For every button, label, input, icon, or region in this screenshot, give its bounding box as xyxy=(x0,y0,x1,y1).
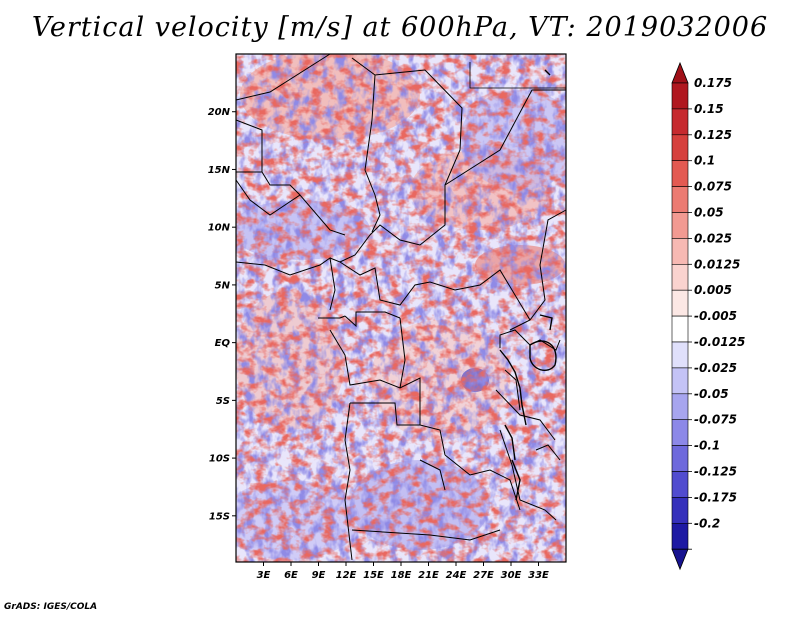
grads-credit: GrADS: IGES/COLA xyxy=(4,602,98,612)
lat-tick-label: 10N xyxy=(208,223,231,234)
colorbar-label: 0.1 xyxy=(694,154,715,168)
lon-tick-label: 27E xyxy=(473,570,494,581)
colorbar-swatch xyxy=(671,393,689,420)
country-borders xyxy=(235,53,567,561)
lon-tick-label: 21E xyxy=(418,570,439,581)
colorbar-label: 0.175 xyxy=(694,76,732,90)
colorbar-min-triangle xyxy=(671,548,689,571)
lon-tick-label: 3E xyxy=(257,570,271,581)
lon-tick-label: 33E xyxy=(528,570,549,581)
colorbar-label: -0.0125 xyxy=(694,335,745,349)
colorbar-label: 0.125 xyxy=(694,128,732,142)
colorbar-label: 0.0125 xyxy=(694,257,740,271)
colorbar-swatch xyxy=(671,160,689,187)
lon-tick-label: 6E xyxy=(284,570,298,581)
colorbar-label: -0.075 xyxy=(694,413,737,427)
colorbar-swatch xyxy=(671,82,689,110)
colorbar-swatch xyxy=(671,367,689,395)
colorbar-label: 0.15 xyxy=(694,102,724,116)
colorbar-label: 0.075 xyxy=(694,180,732,194)
lon-tick-label: 24E xyxy=(446,570,467,581)
colorbar-swatch xyxy=(671,315,689,343)
colorbar-label: 0.025 xyxy=(694,231,732,245)
velocity-field xyxy=(236,54,566,562)
lon-tick-label: 9E xyxy=(312,570,326,581)
lat-tick-label: 15N xyxy=(208,165,231,176)
colorbar-label: -0.2 xyxy=(694,516,720,530)
colorbar-swatch xyxy=(671,134,689,162)
colorbar-swatch xyxy=(671,341,689,369)
lon-tick-label: 30E xyxy=(501,570,522,581)
colorbar-swatch xyxy=(671,238,689,265)
colorbar-label: -0.025 xyxy=(694,361,737,375)
lat-tick-label: EQ xyxy=(215,338,231,349)
colorbar-max-triangle xyxy=(671,61,689,84)
lon-tick-label: 12E xyxy=(336,570,357,581)
colorbar-label: -0.005 xyxy=(694,309,737,323)
colorbar-swatch xyxy=(671,212,689,239)
colorbar-swatch xyxy=(671,108,689,136)
colorbar-label: -0.05 xyxy=(694,387,729,401)
colorbar-label: -0.175 xyxy=(694,490,737,504)
colorbar-swatch xyxy=(671,497,689,524)
map-title: Vertical velocity [m/s] at 600hPa, VT: 2… xyxy=(31,12,769,43)
lat-tick-label: 10S xyxy=(209,454,230,465)
colorbar-label: 0.005 xyxy=(694,283,732,297)
lat-tick-label: 5S xyxy=(216,396,230,407)
lon-tick-label: 15E xyxy=(363,570,384,581)
colorbar-swatch xyxy=(671,471,689,498)
colorbar-label: -0.125 xyxy=(694,465,737,479)
lat-tick-label: 20N xyxy=(208,107,231,118)
colorbar-label: -0.1 xyxy=(694,439,720,453)
lat-tick-label: 5N xyxy=(215,280,231,291)
longitude-axis: 3E 6E 9E 12E 15E 18E 21E 24E 27E 30E 33E xyxy=(257,562,549,581)
colorbar-swatch xyxy=(671,522,689,550)
colorbar-label: 0.05 xyxy=(694,206,724,220)
colorbar: 0.175 0.15 0.125 0.1 0.075 0.05 0.025 0.0125 0.0… xyxy=(671,61,745,571)
lake-outlines xyxy=(499,69,557,501)
colorbar-swatch xyxy=(671,186,689,213)
colorbar-swatch xyxy=(671,445,689,472)
lat-tick-label: 15S xyxy=(209,511,230,522)
colorbar-swatch xyxy=(671,289,689,317)
colorbar-swatch xyxy=(671,263,689,291)
lon-tick-label: 18E xyxy=(391,570,412,581)
latitude-axis: 20N 15N 10N 5N EQ 5S 10S 15S xyxy=(208,107,236,522)
colorbar-swatch xyxy=(671,419,689,446)
